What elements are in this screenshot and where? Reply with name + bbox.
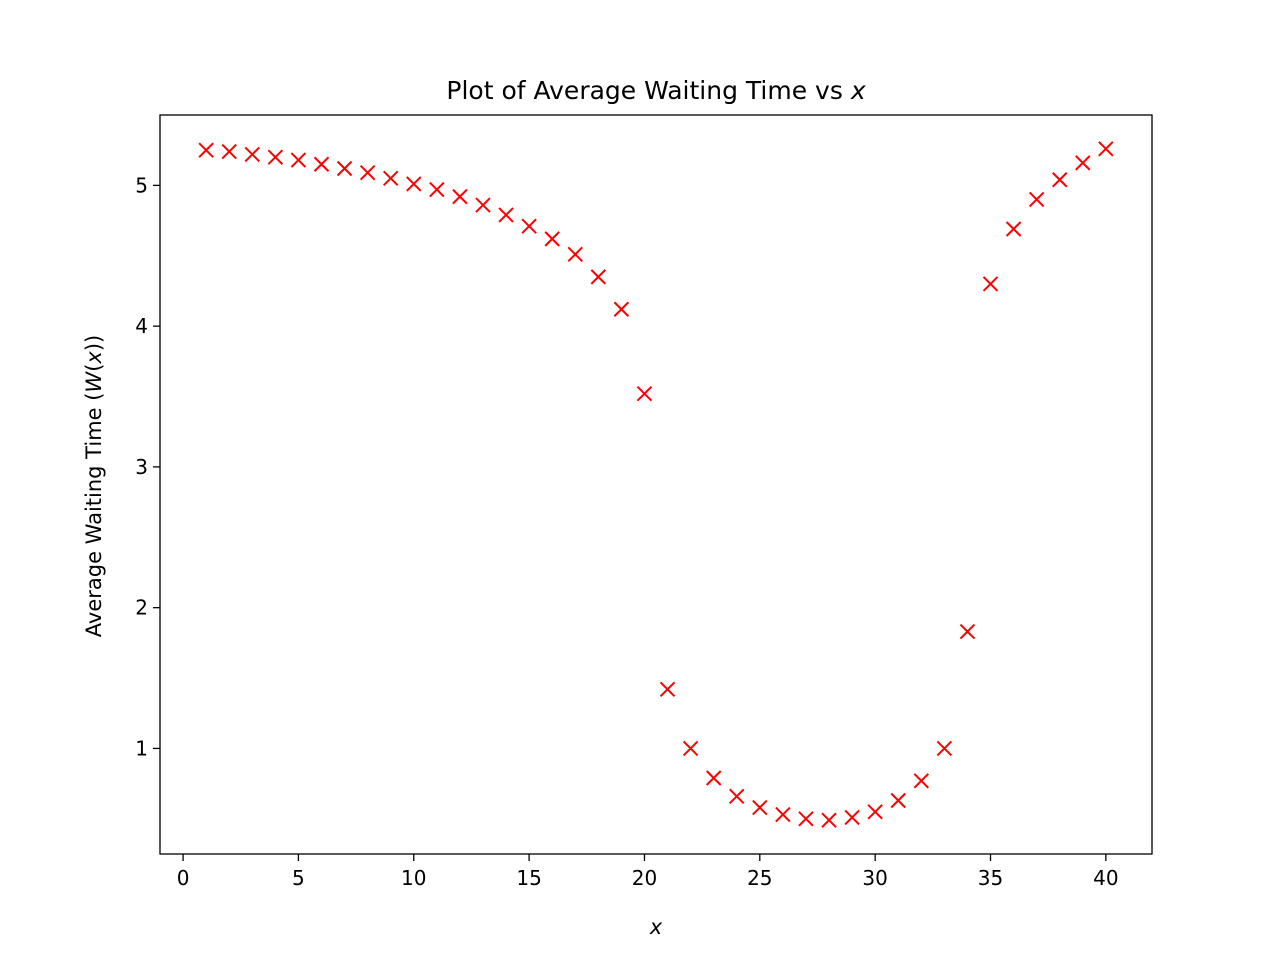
data-point <box>1052 172 1068 188</box>
data-point <box>729 788 745 804</box>
data-point <box>290 152 307 168</box>
data-point <box>590 269 607 285</box>
data-point <box>544 231 560 247</box>
x-tick-label: 25 <box>747 866 772 890</box>
data-point <box>752 799 768 816</box>
data-point <box>613 301 630 317</box>
data-point <box>659 681 676 698</box>
y-tick-label: 2 <box>135 596 148 620</box>
data-points <box>198 141 1114 828</box>
data-point <box>567 246 583 263</box>
data-point <box>267 149 284 165</box>
data-point <box>382 170 399 187</box>
data-point <box>798 811 814 827</box>
data-point <box>406 176 422 192</box>
data-point <box>244 146 260 163</box>
data-point <box>867 804 883 820</box>
data-point <box>705 770 722 786</box>
data-point <box>844 809 860 826</box>
data-point <box>682 740 699 757</box>
x-tick-label: 20 <box>632 866 657 890</box>
data-point <box>313 156 330 172</box>
x-tick-label: 35 <box>978 866 1003 890</box>
x-tick-label: 0 <box>177 866 190 890</box>
data-point <box>821 812 837 828</box>
x-tick-label: 15 <box>516 866 541 890</box>
y-axis-label: Average Waiting Time (W(x)) <box>82 335 106 637</box>
data-point <box>498 207 514 223</box>
data-point <box>936 740 953 757</box>
data-point <box>959 623 976 640</box>
y-tick-label: 3 <box>135 455 148 479</box>
data-point <box>336 160 353 177</box>
x-tick-label: 40 <box>1093 866 1118 890</box>
plot-area: 0 5 10 15 20 25 30 35 40 1 2 3 4 5 <box>135 114 1153 890</box>
data-point <box>982 276 999 292</box>
data-point <box>452 188 468 205</box>
data-point <box>1075 155 1091 171</box>
chart-title: Plot of Average Waiting Time vs x <box>446 76 865 105</box>
data-point <box>636 386 653 402</box>
x-axis: 0 5 10 15 20 25 30 35 40 <box>177 854 1119 890</box>
x-tick-label: 5 <box>292 866 305 890</box>
y-tick-label: 1 <box>135 736 148 760</box>
data-point <box>429 181 445 198</box>
data-point <box>1005 221 1022 237</box>
y-axis: 1 2 3 4 5 <box>135 173 160 760</box>
data-point <box>198 142 214 158</box>
data-point <box>1028 191 1045 208</box>
data-point <box>521 218 537 234</box>
axes-frame <box>159 114 1153 855</box>
data-point <box>775 806 791 823</box>
y-tick-label: 4 <box>135 314 148 338</box>
data-point <box>359 165 376 181</box>
y-tick-label: 5 <box>135 173 148 197</box>
data-point <box>913 773 930 789</box>
data-point <box>221 143 237 160</box>
data-point <box>475 197 491 213</box>
data-point <box>1098 141 1114 157</box>
data-point <box>890 792 906 809</box>
x-axis-label: x <box>649 915 663 939</box>
x-tick-label: 30 <box>862 866 887 890</box>
x-tick-label: 10 <box>401 866 426 890</box>
